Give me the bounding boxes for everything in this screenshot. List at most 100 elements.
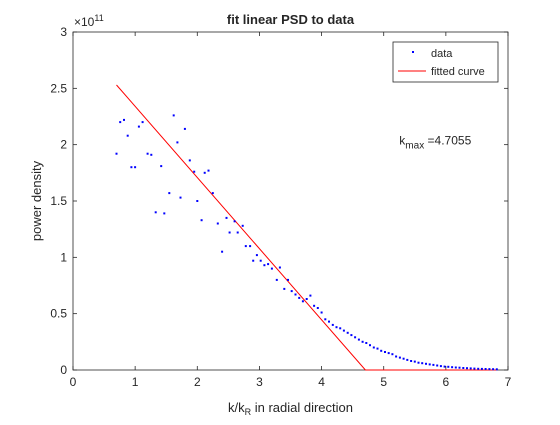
y-exponent-power: 11	[94, 13, 103, 23]
data-point	[332, 324, 334, 326]
data-point	[459, 367, 461, 369]
y-exponent-base: ×10	[74, 15, 95, 29]
data-point	[388, 352, 390, 354]
x-tick-label: 0	[70, 375, 77, 389]
data-point	[496, 368, 498, 370]
x-tick-label: 6	[443, 375, 450, 389]
data-point	[380, 350, 382, 352]
data-point	[123, 119, 125, 121]
x-axis-label-main: k/k	[228, 400, 245, 415]
data-point	[234, 220, 236, 222]
y-tick-label: 2	[60, 138, 67, 152]
data-point	[208, 170, 210, 172]
data-point	[425, 363, 427, 365]
data-point	[263, 264, 265, 266]
data-point	[403, 358, 405, 360]
data-point	[295, 294, 297, 296]
data-point	[358, 339, 360, 341]
data-point	[421, 362, 423, 364]
y-tick-label: 0.5	[50, 307, 67, 321]
data-point	[455, 367, 457, 369]
data-point	[473, 368, 475, 370]
legend-marker-data	[412, 51, 414, 53]
data-point	[440, 365, 442, 367]
data-point	[204, 172, 206, 174]
data-point	[119, 121, 121, 123]
data-point	[221, 251, 223, 253]
data-point	[324, 318, 326, 320]
data-point	[406, 359, 408, 361]
legend: data fitted curve	[393, 42, 498, 82]
data-point	[237, 232, 239, 234]
data-point	[163, 212, 165, 214]
data-point	[252, 260, 254, 262]
data-point	[201, 219, 203, 221]
data-point	[147, 153, 149, 155]
data-point	[488, 368, 490, 370]
data-point	[451, 366, 453, 368]
legend-label-fitted-curve: fitted curve	[431, 66, 485, 78]
data-point	[271, 268, 273, 270]
data-point	[343, 330, 345, 332]
data-point	[302, 300, 304, 302]
x-tick-label: 1	[132, 375, 139, 389]
y-tick-label: 1.5	[50, 194, 67, 208]
data-point	[249, 245, 251, 247]
x-tick-label: 2	[194, 375, 201, 389]
y-tick-label: 3	[60, 25, 67, 39]
data-point	[176, 141, 178, 143]
data-point	[354, 336, 356, 338]
data-point	[180, 197, 182, 199]
data-point	[432, 364, 434, 366]
data-point	[276, 279, 278, 281]
data-point	[127, 135, 129, 137]
data-point	[184, 128, 186, 130]
data-point	[134, 166, 136, 168]
data-point	[410, 360, 412, 362]
data-point	[462, 367, 464, 369]
data-point	[414, 361, 416, 363]
x-tick-label: 4	[318, 375, 325, 389]
data-point	[168, 192, 170, 194]
y-tick-label: 1	[60, 250, 67, 264]
kmax-annotation-sub: max	[405, 141, 424, 152]
data-point	[196, 200, 198, 202]
legend-label-data: data	[431, 48, 453, 60]
axes-box	[73, 32, 508, 370]
data-point	[373, 347, 375, 349]
data-point	[485, 368, 487, 370]
data-point	[291, 290, 293, 292]
data-point	[283, 288, 285, 290]
data-point	[138, 126, 140, 128]
data-point	[466, 367, 468, 369]
data-point	[212, 192, 214, 194]
data-point	[298, 297, 300, 299]
data-point	[130, 166, 132, 168]
data-point	[328, 321, 330, 323]
data-point	[142, 121, 144, 123]
data-point	[470, 367, 472, 369]
data-point	[287, 279, 289, 281]
data-point	[155, 211, 157, 213]
data-point	[436, 365, 438, 367]
data-point	[336, 326, 338, 328]
data-point	[365, 342, 367, 344]
data-point	[116, 153, 118, 155]
data-point	[245, 245, 247, 247]
chart-title: fit linear PSD to data	[227, 12, 355, 27]
data-point	[313, 305, 315, 307]
x-axis-label-rest: in radial direction	[251, 400, 353, 415]
data-point	[369, 344, 371, 346]
data-point	[267, 263, 269, 265]
data-point	[193, 171, 195, 173]
kmax-annotation-value: =4.7055	[424, 134, 471, 148]
data-point	[242, 225, 244, 227]
data-point	[391, 353, 393, 355]
data-point	[477, 368, 479, 370]
data-point	[429, 363, 431, 365]
data-point	[492, 368, 494, 370]
data-point	[447, 366, 449, 368]
data-point	[256, 254, 258, 256]
data-point	[217, 223, 219, 225]
